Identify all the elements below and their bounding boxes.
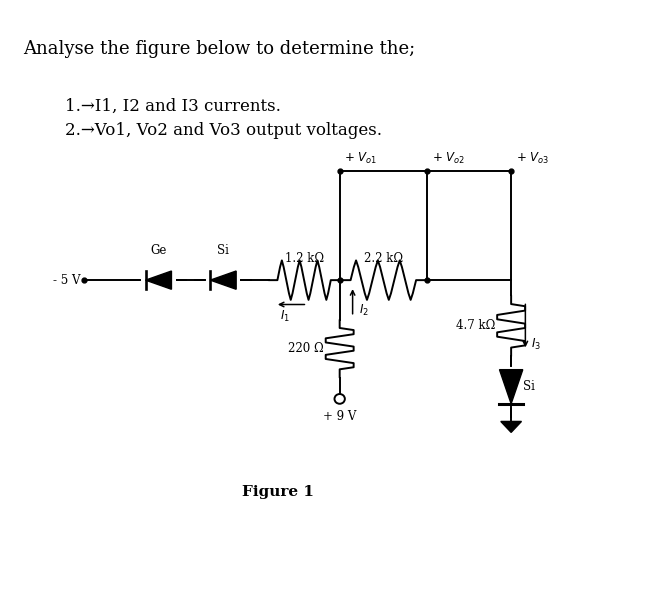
Text: 220 Ω: 220 Ω bbox=[288, 342, 324, 355]
Text: 4.7 kΩ: 4.7 kΩ bbox=[455, 319, 495, 333]
Text: + 9 V: + 9 V bbox=[323, 410, 356, 423]
Polygon shape bbox=[501, 421, 521, 432]
Text: 2.→Vo1, Vo2 and Vo3 output voltages.: 2.→Vo1, Vo2 and Vo3 output voltages. bbox=[65, 122, 382, 139]
Text: Figure 1: Figure 1 bbox=[242, 485, 314, 499]
Text: Analyse the figure below to determine the;: Analyse the figure below to determine th… bbox=[23, 40, 415, 58]
Text: Si: Si bbox=[217, 244, 229, 257]
Text: Si: Si bbox=[523, 380, 534, 393]
Text: 2.2 kΩ: 2.2 kΩ bbox=[364, 252, 403, 265]
Text: - 5 V: - 5 V bbox=[53, 273, 81, 287]
Text: $\it{I_2}$: $\it{I_2}$ bbox=[359, 303, 369, 318]
Polygon shape bbox=[210, 271, 236, 289]
Polygon shape bbox=[146, 271, 171, 289]
Text: + $\it{V_{o2}}$: + $\it{V_{o2}}$ bbox=[432, 150, 465, 166]
Text: + $\it{V_{o3}}$: + $\it{V_{o3}}$ bbox=[516, 150, 549, 166]
Polygon shape bbox=[499, 370, 523, 404]
Text: $\it{I_3}$: $\it{I_3}$ bbox=[531, 337, 540, 351]
Text: Ge: Ge bbox=[150, 244, 167, 257]
Text: $\it{I_1}$: $\it{I_1}$ bbox=[280, 309, 290, 325]
Text: 1.2 kΩ: 1.2 kΩ bbox=[285, 252, 324, 265]
Text: + $\it{V_{o1}}$: + $\it{V_{o1}}$ bbox=[344, 150, 377, 166]
Text: 1.→I1, I2 and I3 currents.: 1.→I1, I2 and I3 currents. bbox=[65, 97, 281, 114]
